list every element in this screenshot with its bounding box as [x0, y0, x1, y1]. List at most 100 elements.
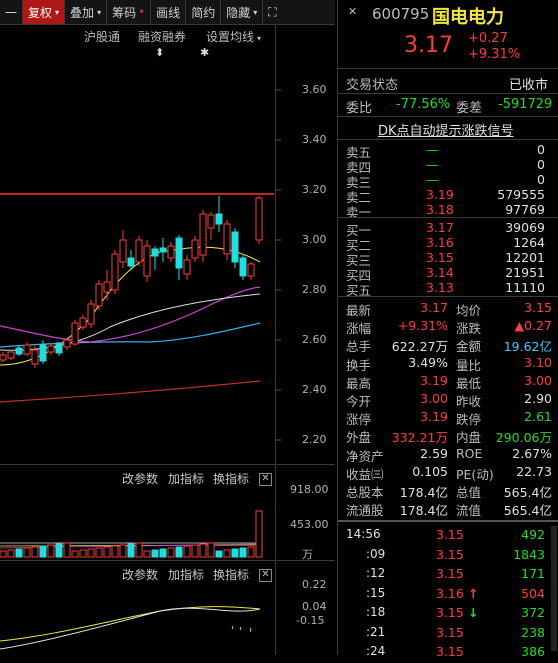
bid-price: 3.16	[426, 235, 454, 250]
scrollbar[interactable]	[551, 526, 557, 651]
red-dot-icon: •	[138, 5, 146, 19]
quote-value: 3.49%	[408, 354, 448, 370]
quote-row: 最高 3.19 最低 3.00	[338, 373, 558, 392]
candle-body	[111, 253, 119, 291]
quote-value: 3.00	[420, 391, 448, 406]
candle-body	[7, 351, 15, 359]
ask-row[interactable]: 卖五 — 0	[338, 142, 558, 161]
macd-chart	[0, 606, 261, 650]
quote-label: 换手	[346, 357, 372, 373]
quote-label: 最新	[346, 303, 372, 318]
draw-line-button[interactable]: 画线	[151, 0, 187, 24]
candle-body	[47, 345, 55, 353]
overlay-button[interactable]: 叠加 ▾	[65, 0, 108, 24]
quote-label: 最高	[346, 375, 372, 391]
fuquan-button[interactable]: 复权 ▾	[23, 0, 66, 24]
quote-row: 今开 3.00 昨收 2.90	[338, 391, 558, 410]
quote-label: 总手	[346, 339, 372, 355]
quote-value: 3.17	[420, 300, 448, 315]
bid-row[interactable]: 买四 3.14 21951	[338, 265, 558, 284]
tick-time: :21	[366, 624, 386, 639]
candle-body	[255, 197, 263, 241]
candle-body	[199, 213, 207, 256]
ask-price: —	[426, 157, 439, 172]
volume-bar	[255, 510, 263, 558]
bid-row[interactable]: 买三 3.15 12201	[338, 250, 558, 269]
arrow-down-icon: ↓	[468, 605, 479, 620]
weicha-label: 委差	[456, 101, 483, 116]
margin-trading-link[interactable]: 融资融券	[138, 30, 187, 44]
candle-body	[135, 239, 143, 263]
vol-edit-params-button[interactable]: 改参数	[122, 472, 159, 486]
hide-button[interactable]: 隐藏 ▾	[221, 0, 264, 24]
quote-label: 金额	[456, 339, 482, 355]
kline-chart[interactable]	[0, 0, 335, 655]
bid-row[interactable]: 买二 3.16 1264	[338, 235, 558, 254]
candle-body	[63, 339, 71, 348]
ask-label: 卖三	[346, 175, 372, 190]
ask-row[interactable]: 卖三 — 0	[338, 172, 558, 191]
candle-body	[127, 257, 135, 267]
quote-row: 换手 3.49% 量比 3.10	[338, 355, 558, 374]
ask-row[interactable]: 卖一 3.18 97769	[338, 202, 558, 221]
volume-bar	[231, 548, 239, 558]
chevron-down-icon: ▾	[257, 34, 262, 43]
tick-time: :24	[366, 644, 386, 658]
ask-row[interactable]: 卖四 — 0	[338, 157, 558, 176]
ma-settings-link[interactable]: 设置均线 ▾	[206, 28, 261, 45]
tick-time: :12	[366, 566, 386, 580]
bid-row[interactable]: 买五 3.13 11110	[338, 280, 558, 299]
toolbar-minus-button[interactable]: 一	[0, 0, 24, 24]
macd-tick: -0.15	[296, 614, 325, 627]
vol-add-indicator-button[interactable]: 加指标	[168, 472, 205, 486]
bid-row[interactable]: 买一 3.17 39069	[338, 220, 558, 239]
tick-price: 3.15	[436, 527, 464, 542]
ask-label: 卖二	[346, 190, 372, 205]
quote-value: 19.62亿	[503, 339, 552, 355]
close-icon[interactable]: ✕	[259, 569, 272, 582]
ask-row[interactable]: 卖二 3.19 579555	[338, 187, 558, 206]
candle-body	[23, 344, 31, 355]
quote-row: 涨停 3.19 跌停 2.61	[338, 409, 558, 428]
fullscreen-button[interactable]: ⛶	[263, 0, 281, 24]
chip-distribution-button[interactable]: 筹码 •	[107, 0, 152, 24]
macd-edit-params-button[interactable]: 改参数	[122, 568, 159, 582]
quote-value: ▲0.27	[514, 318, 552, 334]
volume-bar	[135, 542, 143, 558]
quote-value: 3.10	[524, 354, 552, 370]
quote-value: 290.06万	[495, 430, 552, 446]
quote-value: 2.59	[420, 445, 448, 461]
candle-body	[87, 303, 95, 325]
quote-value: 622.27万	[391, 339, 448, 355]
hsgt-link[interactable]: 沪股通	[84, 30, 121, 44]
ask-price: —	[426, 142, 439, 157]
volume-bars-group	[0, 510, 263, 558]
macd-change-indicator-button[interactable]: 换指标	[213, 568, 250, 582]
tick-price: 3.15	[436, 644, 464, 659]
tick-price: 3.15	[436, 605, 464, 620]
quote-label: 净资产	[346, 448, 384, 464]
tick-price: 3.15	[436, 546, 464, 562]
dk-signal-link[interactable]: DK点自动提示涨跌信号	[378, 124, 514, 139]
weibi-value: -77.56%	[396, 97, 451, 112]
close-icon[interactable]: ✕	[348, 5, 358, 18]
ask-label: 卖一	[346, 205, 372, 220]
simple-mode-button[interactable]: 简约	[186, 0, 222, 24]
close-icon[interactable]: ✕	[259, 473, 272, 486]
ask-volume: 0	[537, 157, 545, 172]
volume-bar	[23, 547, 31, 558]
vol-change-indicator-button[interactable]: 换指标	[213, 472, 250, 486]
ask-volume: 97769	[505, 202, 545, 217]
quote-label: 涨跌	[456, 321, 482, 337]
volume-bar	[7, 549, 15, 558]
quote-label: 均价	[456, 303, 482, 318]
candle-body	[247, 263, 255, 277]
volume-bar	[111, 545, 119, 558]
quote-label: 收益㈢	[346, 466, 384, 482]
quote-label: 量比	[456, 357, 482, 373]
macd-add-indicator-button[interactable]: 加指标	[168, 568, 205, 582]
quote-value: 178.4亿	[399, 503, 448, 519]
quote-value: 3.00	[524, 372, 552, 388]
tick-volume: 372	[521, 605, 545, 620]
price-change-pct: +9.31%	[468, 47, 521, 62]
